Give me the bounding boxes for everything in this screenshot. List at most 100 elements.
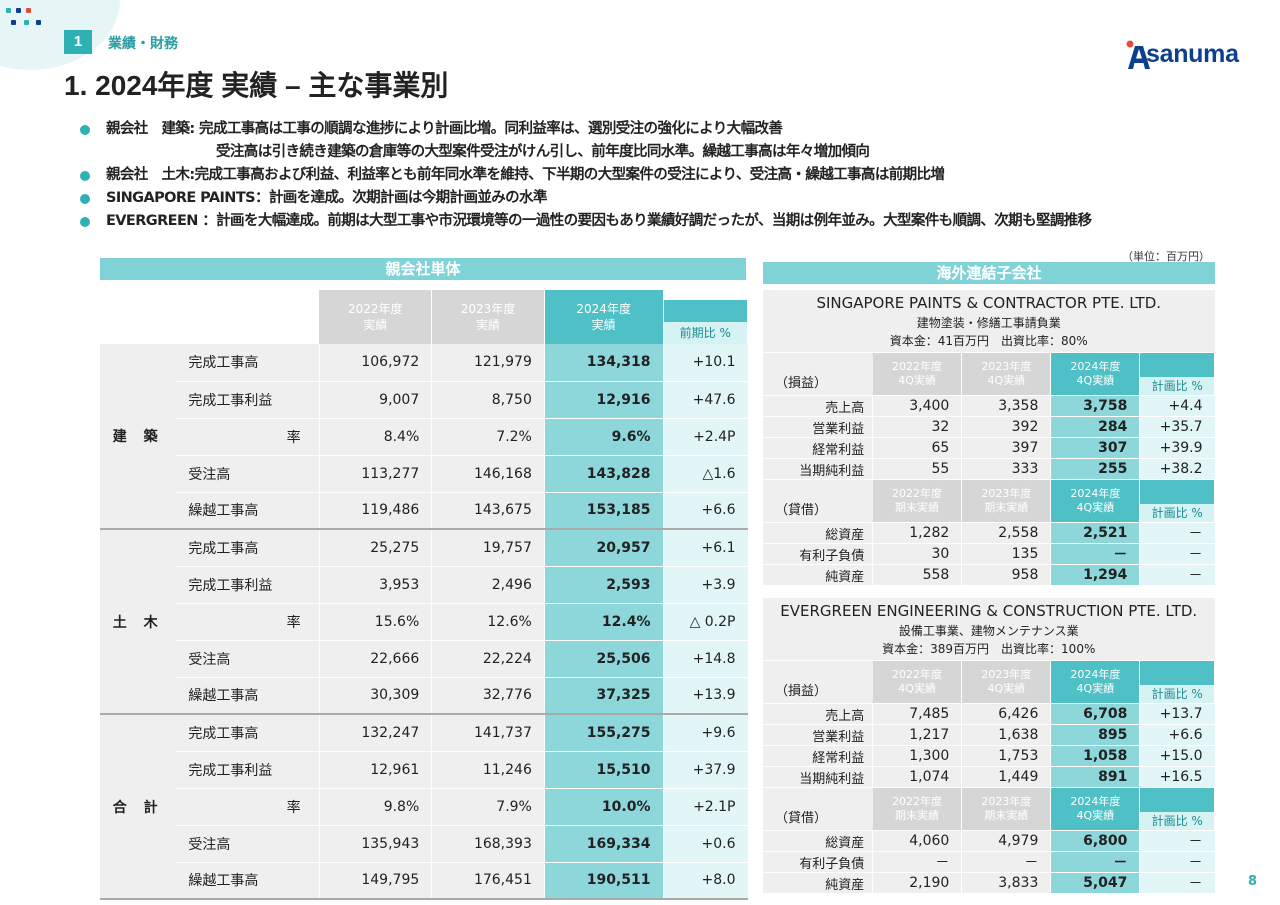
table-cell: 9.6% [543,418,663,456]
table-cell: 891 [1050,766,1140,788]
table-row: 率 9.8% 7.9% 10.0% +2.1P [100,788,748,826]
table-cell: 6,426 [961,703,1051,725]
row-label: 繰越工事高 [176,492,320,530]
table-cell: 3,833 [961,872,1051,894]
col-header: 2023年度 4Q実績 [961,352,1052,396]
table-cell: +6.6 [662,492,748,530]
row-label: 率 [176,603,320,641]
table-cell: 2,190 [872,872,962,894]
table-cell: +4.4 [1139,395,1215,417]
parent-results-table: 2022年度 実績 2023年度 実績 2024年度 実績 前期比 % 建 築完成工事… [100,290,748,900]
table-cell: 1,217 [872,724,962,746]
header-row: （損益） 2022年度 4Q実績 2023年度 4Q実績 2024年度 4Q実績 計画比 % [763,660,1215,704]
col-header: 2024年度 4Q実績 [1050,479,1141,523]
table-cell: +16.5 [1139,766,1215,788]
table-row: 土 木完成工事高 25,275 19,757 20,957 +6.1 [100,529,748,715]
table-cell: 7.9% [431,788,545,826]
table-cell: +15.0 [1139,745,1215,767]
col-header: 2022年度 4Q実績 [872,352,963,396]
table-cell: 146,168 [431,455,545,493]
table-cell: 7,485 [872,703,962,725]
table-cell: 8,750 [431,381,545,419]
col-header: 2022年度 4Q実績 [872,660,963,704]
section-label: 業績・財務 [108,36,178,52]
table-cell: △1.6 [662,455,748,493]
table-cell: 37,325 [543,677,663,715]
table-cell: 558 [872,564,962,586]
row-label: 当期純利益 [763,766,873,788]
row-label: 受注高 [176,825,320,863]
table-cell: +38.2 [1139,458,1215,480]
table-cell: 22,666 [318,640,432,678]
table-cell: 135,943 [318,825,432,863]
table-cell: 1,282 [872,522,962,544]
header-row: （貸借） 2022年度 期末実績 2023年度 期末実績 2024年度 4Q実績 計画比 % [763,479,1215,523]
table-cell: +14.8 [662,640,748,678]
table-row: 率 15.6% 12.6% 12.4% △ 0.2P [100,603,748,641]
table-cell: － [1139,830,1215,852]
section-label: （貸借） [763,787,873,831]
bullet-dot-icon [80,194,90,204]
table-cell: 106,972 [318,344,432,382]
row-label: 完成工事高 [176,529,320,567]
col-header: 2023年度 4Q実績 [961,660,1052,704]
table-cell: 958 [961,564,1051,586]
header-row: （損益） 2022年度 4Q実績 2023年度 4Q実績 2024年度 4Q実績 計画比 % [763,352,1215,396]
table-cell: － [1139,522,1215,544]
table-cell: +10.1 [662,344,748,382]
evergreen-table: EVERGREEN ENGINEERING & CONSTRUCTION PTE… [763,598,1215,894]
table-cell: 119,486 [318,492,432,530]
table-cell: 392 [961,416,1051,438]
table-cell: 4,979 [961,830,1051,852]
row-label: 経常利益 [763,437,873,459]
row-label: 完成工事利益 [176,751,320,789]
table-cell: 132,247 [318,714,432,752]
table-cell: － [1139,872,1215,894]
row-label: 当期純利益 [763,458,873,480]
table-cell: +3.9 [662,566,748,604]
table-cell: +6.1 [662,529,748,567]
col-header-plan: 計画比 % [1139,660,1215,704]
logo-a-icon [1126,40,1150,69]
table-cell: － [1139,564,1215,586]
table-cell: 155,275 [543,714,663,752]
table-cell: 1,449 [961,766,1051,788]
table-cell: 169,334 [543,825,663,863]
table-cell: 3,758 [1050,395,1140,417]
row-label: 繰越工事高 [176,862,320,900]
table-cell: 32 [872,416,962,438]
table-cell: 25,275 [318,529,432,567]
table-cell: － [872,851,962,873]
col-header-2023: 2023年度 実績 [431,290,545,344]
table-cell: 135 [961,543,1051,565]
table-cell: 143,828 [543,455,663,493]
table-cell: 6,708 [1050,703,1140,725]
table-cell: 8.4% [318,418,432,456]
col-header: 2023年度 期末実績 [961,479,1052,523]
company-capital: 資本金：41百万円 出資比率：80% [889,334,1088,348]
bullet-item: 親会社 建築: 完成工事高は工事の順調な進捗により計画比増。同利益率は、選別受注… [78,118,1268,141]
logo-text: sanuma [1146,40,1239,68]
group-label: 土 木 [100,529,177,715]
table-cell: 11,246 [431,751,545,789]
table-row: 合 計完成工事高 132,247 141,737 155,275 +9.6 [100,714,748,900]
table-cell: － [961,851,1051,873]
col-header: 2024年度 4Q実績 [1050,352,1141,396]
table-cell: +35.7 [1139,416,1215,438]
table-cell: 134,318 [543,344,663,382]
table-cell: 333 [961,458,1051,480]
table-cell: 121,979 [431,344,545,382]
page-number: 8 [1248,874,1258,889]
row-label: 有利子負債 [763,543,873,565]
col-header: 2022年度 期末実績 [872,787,963,831]
table-cell: 284 [1050,416,1140,438]
table-row: 経常利益 1,300 1,753 1,058 +15.0 [763,745,1215,767]
table-cell: 9,007 [318,381,432,419]
table-cell: 1,638 [961,724,1051,746]
bullet-dot-icon [80,217,90,227]
left-section-header: 親会社単体 [100,258,746,280]
table-cell: 1,074 [872,766,962,788]
table-cell: 6,800 [1050,830,1140,852]
table-row: 受注高 135,943 168,393 169,334 +0.6 [100,825,748,863]
unit-note: （単位：百万円） [1122,250,1210,263]
